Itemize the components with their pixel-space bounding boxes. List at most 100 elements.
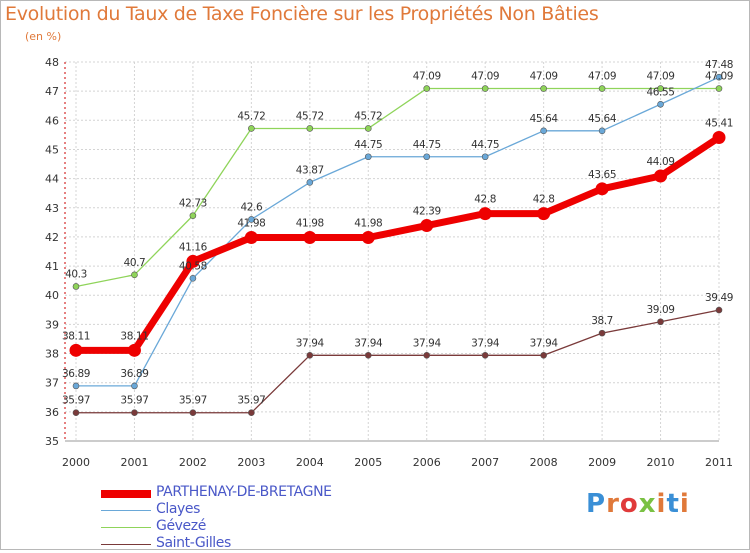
data-label: 45.72 [296,110,324,122]
data-point [361,231,375,245]
data-point [186,254,200,268]
data-point [537,207,551,221]
data-point [657,100,664,108]
data-label: 42.73 [179,198,207,210]
data-label: 40.7 [124,257,146,269]
data-label: 35.97 [62,395,90,407]
logo-letter: t [666,489,680,519]
data-point [715,85,723,92]
data-point [598,85,606,92]
y-tick-label: 38 [45,348,59,361]
data-label: 45.64 [530,113,559,125]
legend-label: Saint-Gilles [156,535,231,551]
data-label: 44.75 [471,139,499,151]
chart-title: Evolution du Taux de Taxe Foncière sur l… [5,3,599,25]
data-point [189,409,197,417]
data-point [364,153,372,161]
legend-label: Gévezé [156,518,206,534]
data-label: 41.98 [237,218,265,230]
data-point [189,212,197,219]
series-parthenay-de-bretagne [69,131,726,357]
data-label: 44.75 [413,139,441,151]
data-label: 35.97 [237,395,265,407]
legend-item: Saint-Gilles [101,535,401,553]
x-tick-label: 2003 [237,456,265,469]
legend-label: PARTHENAY-DE-BRETAGNE [156,484,332,500]
data-point [248,216,255,223]
data-point [540,127,547,135]
series-line [76,134,721,354]
y-tick-label: 36 [45,406,59,419]
x-tick-label: 2011 [705,456,733,469]
data-label: 42.6 [240,201,262,213]
data-point [244,231,258,245]
data-label: 37.94 [413,337,442,349]
data-point [540,351,547,359]
data-point [423,85,431,92]
logo-letter: i [679,489,690,519]
data-label: 42.39 [413,206,441,218]
data-label: 37.94 [354,337,383,349]
data-label: 47.09 [647,71,675,83]
y-tick-label: 37 [45,377,59,390]
logo-letter: x [638,489,657,519]
legend-swatch [101,510,151,511]
data-point [72,283,80,290]
legend-swatch [101,544,151,545]
y-tick-label: 47 [45,85,59,98]
data-label: 36.89 [120,368,148,380]
data-label: 37.94 [530,337,559,349]
data-label: 44.09 [647,156,675,168]
y-tick-label: 45 [45,143,59,156]
data-label: 40.58 [179,260,207,272]
series-line [76,76,720,387]
grid [65,61,720,442]
y-tick-label: 44 [45,173,59,186]
data-point [131,409,138,417]
data-label: 45.64 [588,113,617,125]
data-label: 47.09 [413,71,441,83]
data-point [423,153,431,161]
x-tick-label: 2004 [296,456,324,469]
data-label: 47.09 [588,71,616,83]
data-point [248,409,255,417]
y-tick-label: 39 [45,318,59,331]
data-label: 42.8 [533,194,555,206]
y-tick-label: 35 [45,435,59,448]
data-point [131,271,138,279]
data-label: 43.65 [588,169,616,181]
data-point [306,179,314,186]
x-tick-label: 2010 [647,456,675,469]
data-label: 42.8 [474,194,496,206]
data-label: 38.11 [120,330,148,342]
data-point [131,382,138,390]
data-point [715,73,723,81]
x-tick-label: 2000 [62,456,90,469]
data-point [420,219,434,233]
series-clayes [72,73,723,390]
data-point [481,351,489,359]
legend-swatch [101,527,151,528]
data-point [127,343,141,357]
series [69,73,726,417]
data-label: 37.94 [296,337,325,349]
legend-item: Gévezé [101,518,401,536]
data-point [478,207,492,221]
y-tick-label: 46 [45,114,59,127]
data-label: 41.98 [296,218,324,230]
legend-item: Clayes [101,501,401,519]
data-label: 40.3 [65,268,87,280]
x-tick-label: 2001 [120,456,148,469]
data-label: 45.72 [354,110,382,122]
data-label: 38.7 [591,315,613,327]
data-label: 36.89 [62,368,90,380]
data-point [598,127,606,135]
logo-letter: P [586,489,607,519]
data-point [364,351,372,359]
y-tick-label: 40 [45,289,59,302]
data-point [540,85,547,92]
data-point [248,125,255,132]
x-tick-label: 2002 [179,456,207,469]
